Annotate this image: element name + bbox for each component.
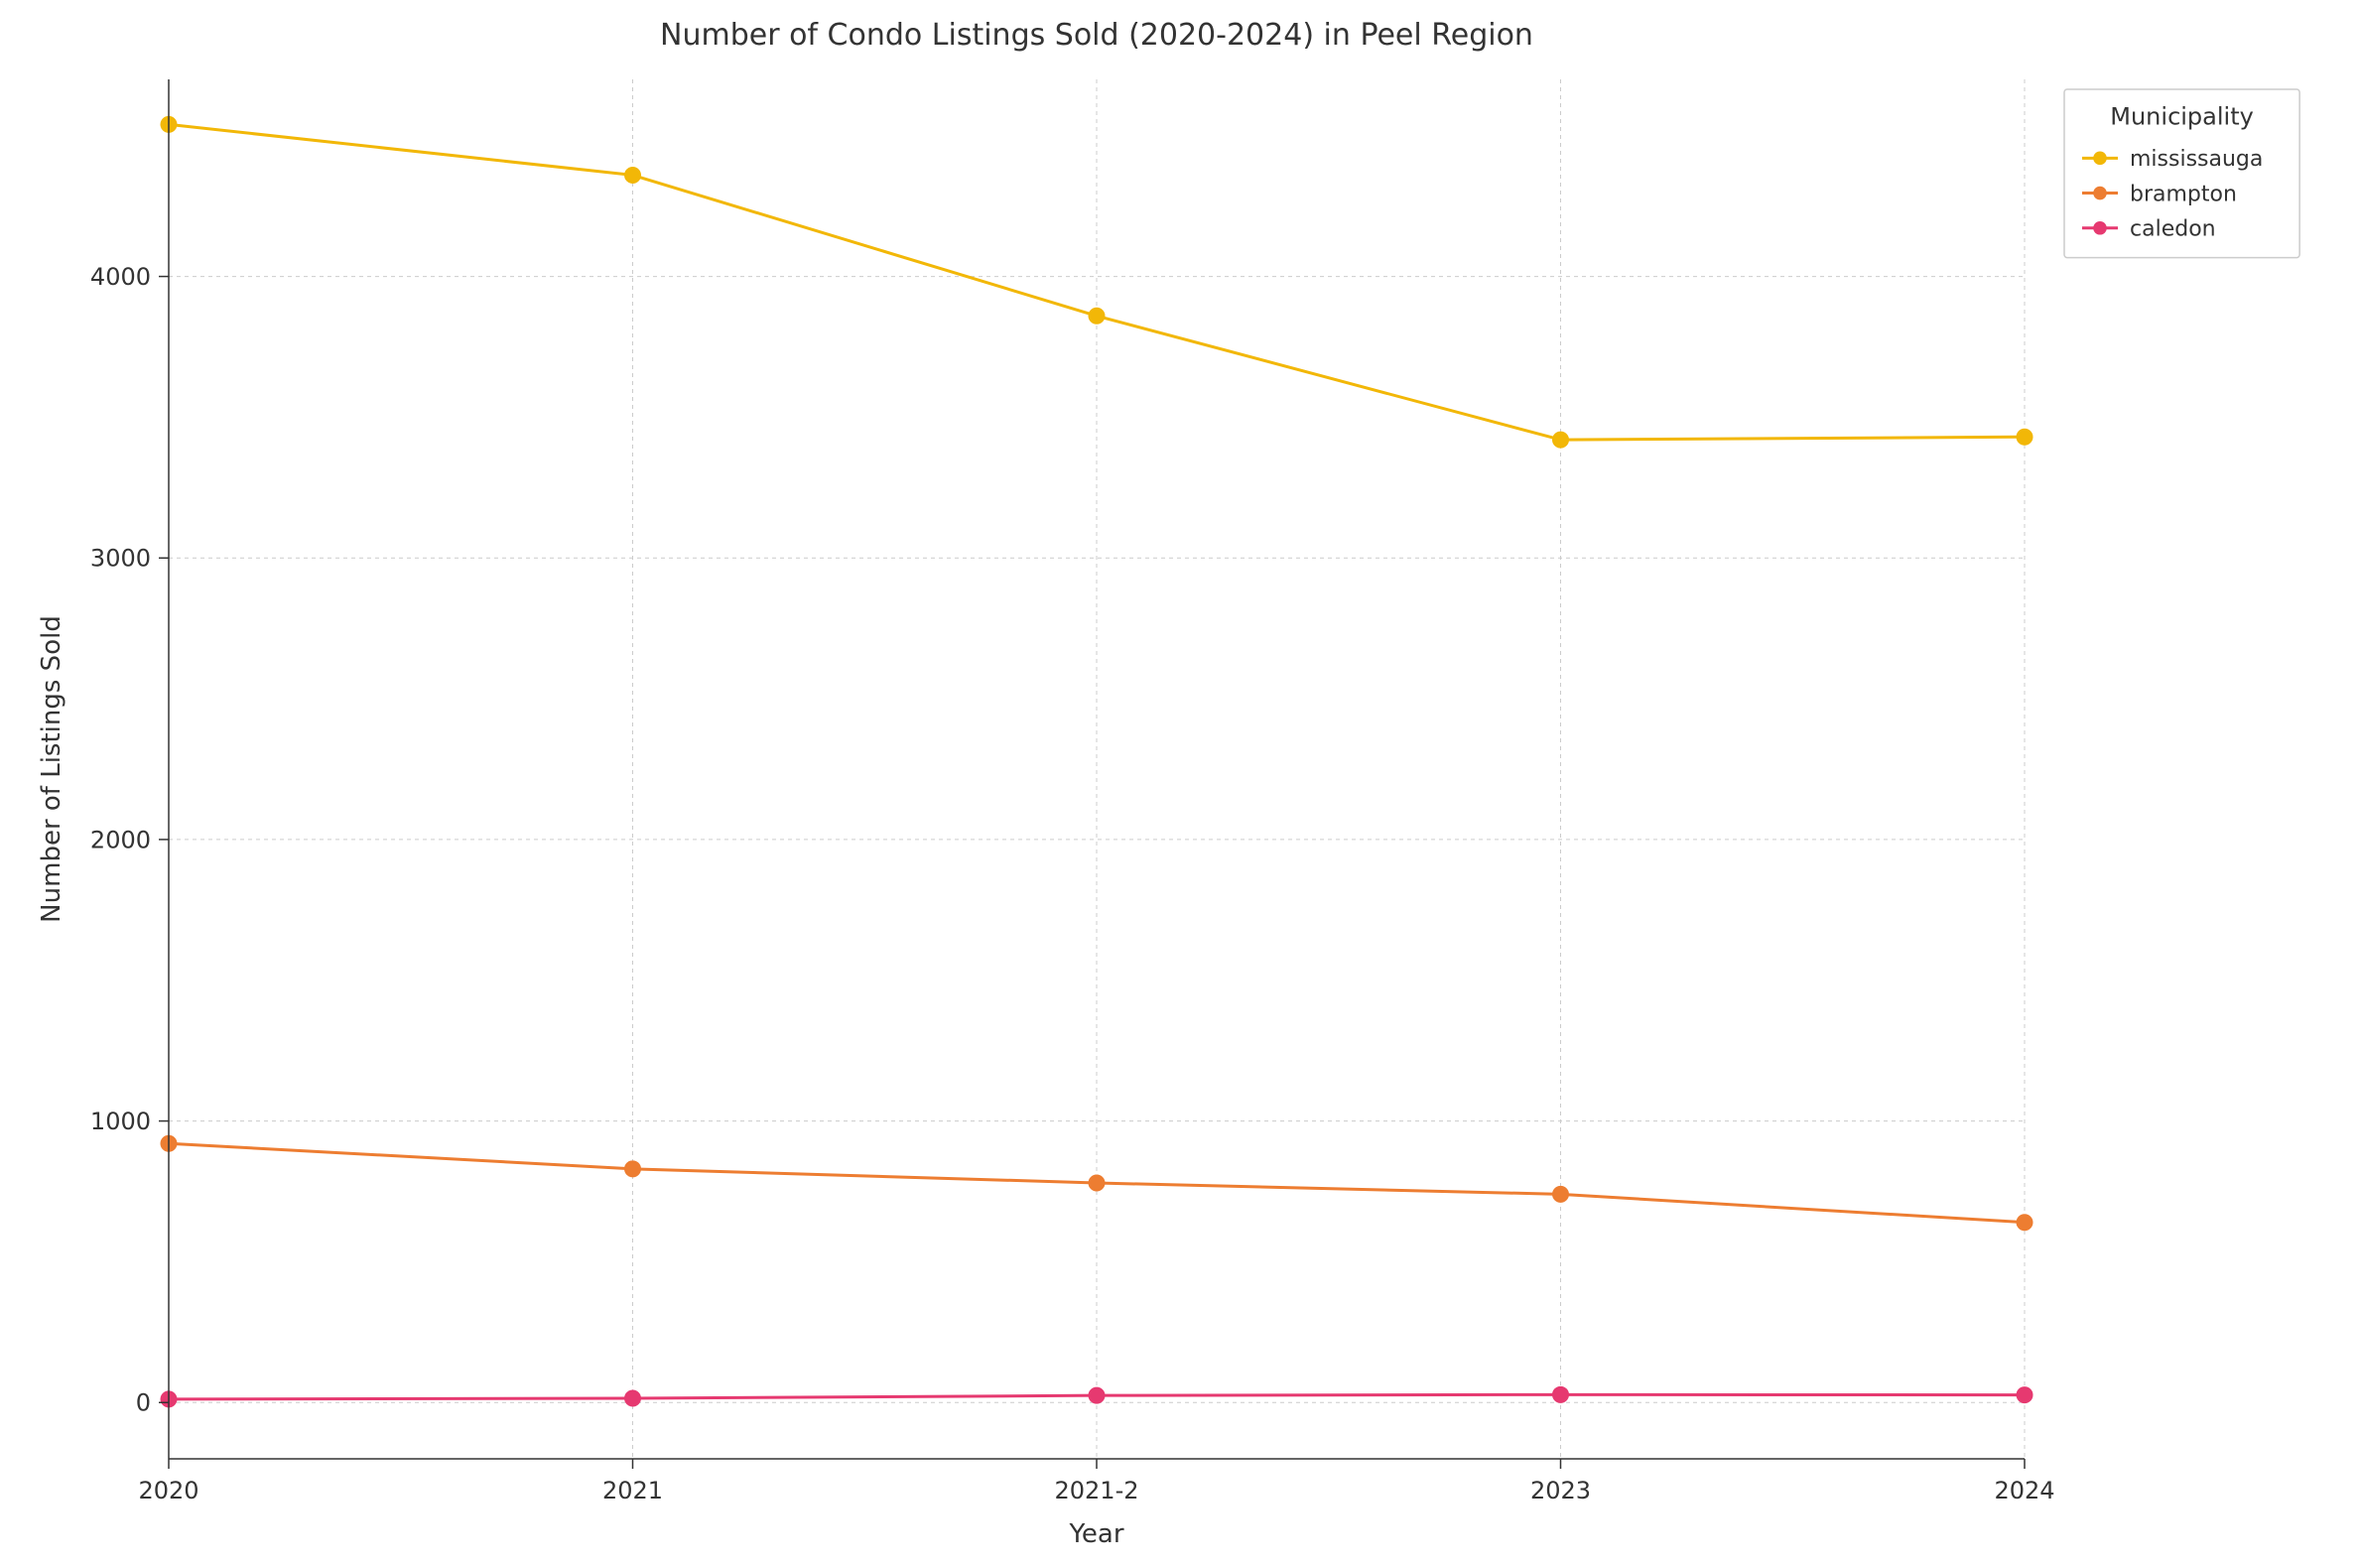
legend-sample-marker-mississauga — [2093, 152, 2107, 166]
line-chart: 2020 2021 2021-2 2023 2024 0 1000 2000 3000 4000 Y… — [0, 0, 2360, 1568]
series-marker-brampton — [2017, 1215, 2032, 1231]
series-marker-mississauga — [1553, 432, 1569, 448]
x-axis-label: Year — [1068, 1519, 1123, 1549]
legend-sample-marker-brampton — [2093, 187, 2107, 200]
chart-container: 2020 2021 2021-2 2023 2024 0 1000 2000 3000 4000 Y… — [0, 0, 2360, 1568]
x-tick-label: 2021-2 — [1054, 1477, 1138, 1504]
legend-label-mississauga: mississauga — [2130, 147, 2263, 172]
series-marker-mississauga — [1089, 308, 1105, 324]
series-marker-brampton — [625, 1161, 641, 1177]
y-axis-label: Number of Listings Sold — [37, 615, 66, 923]
y-tick-label: 2000 — [90, 826, 151, 853]
x-tick-label: 2024 — [1994, 1477, 2054, 1504]
legend-sample-marker-caledon — [2093, 221, 2107, 235]
series-marker-brampton — [1553, 1186, 1569, 1202]
series-marker-mississauga — [2017, 429, 2032, 445]
series-marker-caledon — [2017, 1387, 2032, 1403]
y-tick-label: 3000 — [90, 545, 151, 573]
x-tick-label: 2020 — [138, 1477, 198, 1504]
y-tick-label: 1000 — [90, 1108, 151, 1135]
chart-background — [0, 0, 2360, 1568]
x-tick-label: 2021 — [602, 1477, 663, 1504]
legend: Municipality mississauga brampton caledon — [2064, 89, 2299, 258]
y-tick-label: 0 — [136, 1389, 151, 1417]
series-marker-caledon — [1089, 1387, 1105, 1403]
series-marker-mississauga — [625, 167, 641, 183]
x-tick-label: 2023 — [1530, 1477, 1591, 1504]
legend-label-brampton: brampton — [2130, 182, 2237, 206]
chart-title: Number of Condo Listings Sold (2020-2024… — [660, 18, 1533, 53]
series-marker-caledon — [1553, 1386, 1569, 1402]
legend-label-caledon: caledon — [2130, 216, 2216, 241]
series-marker-brampton — [1089, 1175, 1105, 1191]
legend-title: Municipality — [2110, 103, 2254, 131]
y-tick-label: 4000 — [90, 263, 151, 291]
series-marker-caledon — [625, 1390, 641, 1406]
